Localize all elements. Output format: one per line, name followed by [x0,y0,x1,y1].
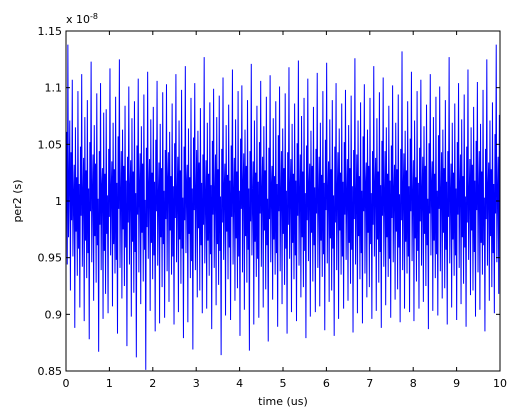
y-tick-label: 1 [55,195,62,208]
y-tick-label: 1.15 [38,25,63,38]
x-tick-label: 9 [453,377,460,390]
x-tick-label: 2 [149,377,156,390]
y-tick-label: 0.9 [45,308,63,321]
y-multiplier-label: x 10-8 [66,12,98,26]
x-tick-label: 8 [410,377,417,390]
x-axis-ticks: 0 1 2 3 4 5 6 7 8 9 10 [63,31,507,390]
x-tick-label: 1 [106,377,113,390]
x-tick-label: 7 [366,377,373,390]
x-tick-label: 5 [280,377,287,390]
series-line [66,44,500,370]
y-tick-label: 0.95 [38,252,63,265]
y-tick-label: 1.05 [38,138,63,151]
x-tick-label: 3 [193,377,200,390]
y-axis-label: per2 (s) [11,179,24,222]
y-tick-label: 1.1 [45,82,63,95]
y-axis-ticks: 0.85 0.9 0.95 1 1.05 1.1 1.15 [38,25,500,378]
x-axis-label: time (us) [258,395,308,408]
x-tick-label: 6 [323,377,330,390]
x-tick-label: 4 [236,377,243,390]
x-tick-label: 0 [63,377,70,390]
x-tick-label: 10 [493,377,507,390]
y-tick-label: 0.85 [38,365,63,378]
